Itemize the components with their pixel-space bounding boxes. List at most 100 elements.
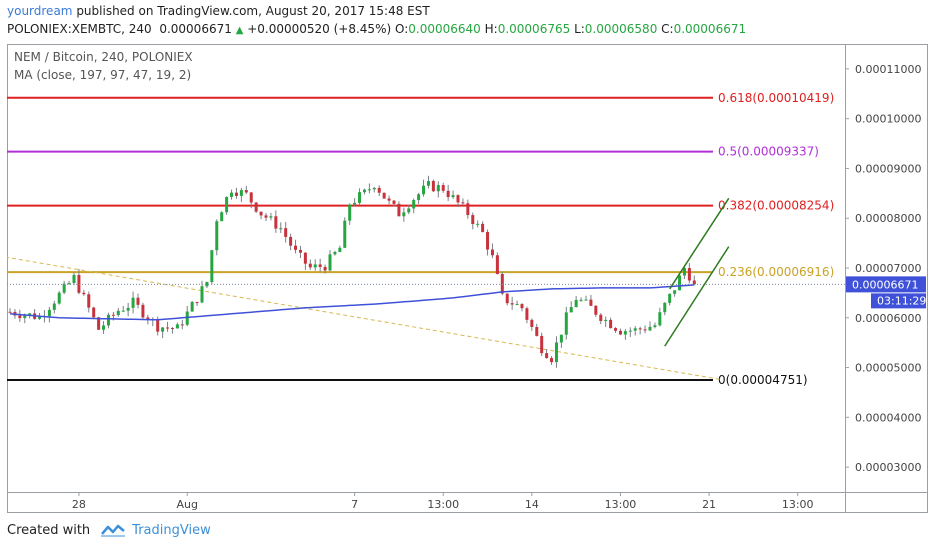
candle-body xyxy=(333,251,337,255)
candle-body xyxy=(328,254,332,271)
candle-body xyxy=(387,198,391,201)
candle-body xyxy=(554,342,558,363)
candle-body xyxy=(38,316,42,319)
candle-body xyxy=(87,294,91,308)
candle-body xyxy=(62,283,66,293)
candle-body xyxy=(589,299,593,306)
author-link[interactable]: yourdream xyxy=(7,4,73,18)
candle-body xyxy=(308,263,312,268)
candle-body xyxy=(136,297,140,305)
candle-body xyxy=(161,327,165,332)
countdown-label: 03:11:29 xyxy=(877,294,926,307)
candle-body xyxy=(102,325,106,330)
candle-body xyxy=(520,304,524,309)
candle-body xyxy=(377,187,381,193)
y-tick-label: 0.00003000 xyxy=(855,461,921,474)
candle-body xyxy=(579,299,583,301)
last-price-tag xyxy=(846,276,926,293)
candle-body xyxy=(47,309,51,317)
candle-body xyxy=(343,220,347,248)
y-tick-label: 0.00005000 xyxy=(855,362,921,375)
candle-body xyxy=(264,215,268,218)
x-tick-label: Aug xyxy=(176,498,197,511)
candle-body xyxy=(249,192,253,203)
candle-body xyxy=(540,335,544,354)
candle-body xyxy=(486,231,490,250)
ticker-last: 0.00006671 xyxy=(159,22,232,36)
candle-body xyxy=(274,216,278,229)
channel-trendline xyxy=(669,197,730,290)
candle-body xyxy=(313,264,317,268)
x-tick-label: 13:00 xyxy=(782,498,814,511)
candle-body xyxy=(618,330,622,335)
candle-body xyxy=(190,301,194,312)
created-with-text: Created with xyxy=(7,522,91,538)
close-value: 0.00006671 xyxy=(673,22,747,36)
high-value: 0.00006765 xyxy=(497,22,571,36)
candle-body xyxy=(180,324,184,326)
candle-body xyxy=(614,328,618,331)
candle-body xyxy=(382,192,386,199)
candle-body xyxy=(564,312,568,335)
tradingview-brand[interactable]: TradingView xyxy=(132,522,211,538)
candle-body xyxy=(476,223,480,225)
candle-body xyxy=(131,297,135,308)
fib-level-label: 0.382(0.00008254) xyxy=(718,199,834,213)
candle-body xyxy=(574,299,578,308)
x-tick-label: 28 xyxy=(72,498,86,511)
candle-body xyxy=(510,303,514,305)
ticker-line: POLONIEX:XEMBTC, 240 0.00006671 ▲ +0.000… xyxy=(7,22,746,36)
open-value: 0.00006640 xyxy=(408,22,481,36)
candle-body xyxy=(397,203,401,217)
candle-body xyxy=(500,273,504,294)
x-tick-label: 13:00 xyxy=(427,498,459,511)
candle-body xyxy=(303,252,307,264)
candle-body xyxy=(121,310,125,312)
candle-body xyxy=(446,190,450,198)
candle-body xyxy=(525,308,529,320)
candle-body xyxy=(609,319,613,329)
candle-body xyxy=(505,293,509,304)
candle-body xyxy=(372,187,376,190)
candle-body xyxy=(338,247,342,252)
ticker-symbol: POLONIEX:XEMBTC, 240 xyxy=(7,22,152,36)
chart-area[interactable]: NEM / Bitcoin, 240, POLONIEX MA (close, 1… xyxy=(4,44,928,513)
candle-body xyxy=(8,311,12,313)
candle-body xyxy=(673,290,677,294)
publish-line: yourdream published on TradingView.com, … xyxy=(7,4,430,18)
candle-body xyxy=(205,282,209,287)
candle-body xyxy=(116,310,120,316)
candle-body xyxy=(431,180,435,192)
candle-body xyxy=(648,326,652,331)
candle-body xyxy=(678,275,682,291)
candle-body xyxy=(515,304,519,306)
candle-body xyxy=(141,304,145,318)
x-tick-label: 13:00 xyxy=(605,498,637,511)
candle-body xyxy=(18,315,22,319)
candle-body xyxy=(412,200,416,209)
candle-body xyxy=(230,192,234,197)
candle-body xyxy=(126,307,130,311)
y-tick-label: 0.00004000 xyxy=(855,411,921,424)
y-tick-label: 0.00010000 xyxy=(855,113,921,126)
candle-body xyxy=(215,221,219,251)
price-chart[interactable]: NEM / Bitcoin, 240, POLONIEX MA (close, 1… xyxy=(4,44,928,513)
candle-body xyxy=(569,307,573,313)
dashed-trendline xyxy=(4,256,724,381)
candle-body xyxy=(284,228,288,237)
candle-body xyxy=(550,358,554,363)
candle-body xyxy=(323,266,327,271)
candle-body xyxy=(682,268,686,276)
candle-body xyxy=(599,314,603,321)
indicator-label: MA (close, 197, 97, 47, 19, 2) xyxy=(14,68,191,82)
fib-level-label: 0.236(0.00006916) xyxy=(718,265,834,279)
candle-body xyxy=(392,200,396,204)
y-tick-label: 0.00009000 xyxy=(855,162,921,175)
candle-body xyxy=(225,196,229,213)
candle-body xyxy=(466,203,470,216)
candle-body xyxy=(97,317,101,330)
candle-body xyxy=(559,334,563,343)
footer: Created with TradingView xyxy=(7,522,211,538)
candle-body xyxy=(82,292,86,295)
candle-body xyxy=(643,329,647,331)
